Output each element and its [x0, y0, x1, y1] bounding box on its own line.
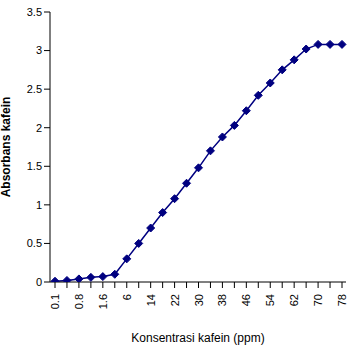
svg-text:0.1: 0.1 [49, 294, 61, 309]
svg-text:Konsentrasi kafein (ppm): Konsentrasi kafein (ppm) [131, 331, 264, 345]
svg-text:1.6: 1.6 [97, 294, 109, 309]
svg-text:1.5: 1.5 [27, 160, 42, 172]
svg-text:2: 2 [36, 122, 42, 134]
svg-text:0.5: 0.5 [27, 237, 42, 249]
svg-text:38: 38 [216, 294, 228, 306]
svg-text:0: 0 [36, 276, 42, 288]
svg-text:14: 14 [145, 294, 157, 306]
svg-text:78: 78 [336, 294, 344, 306]
svg-text:70: 70 [312, 294, 324, 306]
svg-text:0.8: 0.8 [73, 294, 85, 309]
svg-text:6: 6 [121, 294, 133, 300]
svg-text:1: 1 [36, 199, 42, 211]
svg-text:3.5: 3.5 [27, 6, 42, 18]
svg-text:62: 62 [288, 294, 300, 306]
svg-text:46: 46 [240, 294, 252, 306]
svg-text:54: 54 [264, 294, 276, 306]
svg-text:3: 3 [36, 44, 42, 56]
svg-text:Absorbans kafein: Absorbans kafein [8, 97, 13, 198]
svg-text:2.5: 2.5 [27, 83, 42, 95]
svg-text:30: 30 [193, 294, 205, 306]
svg-text:22: 22 [169, 294, 181, 306]
